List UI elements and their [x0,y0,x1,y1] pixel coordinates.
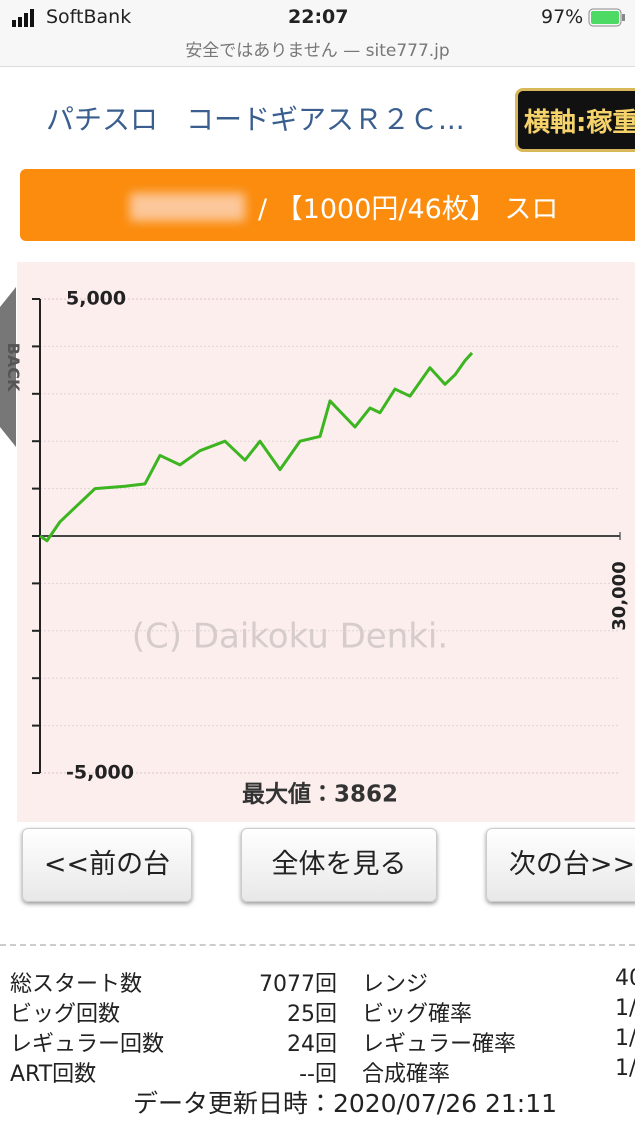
y-tick-label: -5,000 [66,762,134,784]
stats-cell: ART回数 [10,1062,97,1087]
next-button[interactable]: 次の台>> [486,828,635,902]
stats-cell: ビッグ回数 [10,1002,121,1027]
blurred-name [130,193,245,221]
max-label: 最大値：3862 [242,782,398,808]
x-tick-label: 30,000 [609,561,630,630]
chart-background [17,262,635,822]
stats-cell: 合成確率 [362,1062,451,1087]
stats-cell: 7077回 [259,972,337,997]
watermark: (C) Daikoku Denki. [132,617,448,657]
status-bar: SoftBank 22:07 97% 安全ではありません — site777.j… [0,0,635,67]
machine-bar: / 【1000円/46枚】 スロ [20,169,635,241]
page-title: パチスロ コードギアスＲ２Ｃ... [46,103,465,136]
stats-cell: レンジ [362,972,429,997]
stats-cell: 1/1 [615,1056,635,1081]
stats-cell: 1/2 [615,1026,635,1051]
carrier: SoftBank [46,6,132,28]
data-line [39,351,474,543]
machine-text: / 【1000円/46枚】 スロ [258,194,559,225]
y-tick-label: 5,000 [66,288,126,310]
stats-cell: レギュラー回数 [10,1032,165,1057]
clock: 22:07 [288,6,349,28]
back-label[interactable]: BACK [4,343,23,392]
stats-cell: --回 [299,1062,337,1087]
battery-percent: 97% [541,6,584,28]
all-button[interactable]: 全体を見る [241,828,437,902]
chart: BACK -5,000 5,000 30,000 (C) Daikoku Denki.… [0,262,635,822]
back-tab[interactable]: BACK [0,287,23,447]
stats-cell: 1/2 [615,996,635,1021]
axis-button[interactable]: 横軸:稼重 [515,88,635,152]
battery-icon [588,8,625,27]
stats-cell: レギュラー確率 [362,1032,517,1057]
url: 安全ではありません — site777.jp [185,41,450,61]
stats-cell: 40 [615,966,635,991]
stats-cell: 24回 [287,1032,337,1057]
prev-button[interactable]: <<前の台 [22,828,192,902]
stats-cell: ビッグ確率 [362,1002,473,1027]
stats-cell: 総スタート数 [10,972,143,997]
stats-cell: 25回 [287,1002,337,1027]
signal-icon [12,9,34,27]
update-time: データ更新日時：2020/07/26 21:11 [132,1089,558,1118]
